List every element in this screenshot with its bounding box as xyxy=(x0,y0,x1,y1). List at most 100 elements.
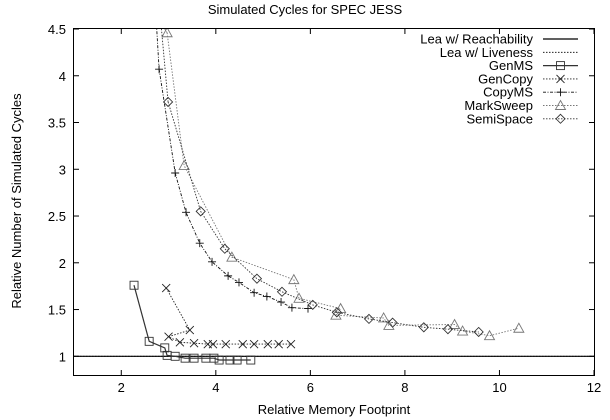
triangle-marker xyxy=(161,29,173,38)
square-marker xyxy=(556,61,565,71)
square-marker xyxy=(232,355,242,365)
diamond-marker xyxy=(195,206,206,217)
diamond-marker xyxy=(307,299,318,311)
square-marker xyxy=(214,355,224,365)
triangle-marker xyxy=(554,99,567,110)
legend-label: GenMS xyxy=(489,58,533,73)
diamond-marker xyxy=(555,113,566,124)
plus-marker xyxy=(224,271,233,280)
x-marker xyxy=(208,339,218,349)
triangle-marker xyxy=(377,312,390,323)
plus-marker xyxy=(262,292,271,301)
square-marker xyxy=(170,351,180,361)
chart-title: Simulated Cycles for SPEC JESS xyxy=(208,2,403,17)
diamond-marker xyxy=(162,96,174,108)
y-tick-label: 1.5 xyxy=(48,303,66,318)
series-tail xyxy=(161,28,169,102)
plus-marker xyxy=(304,304,312,313)
triangle-marker xyxy=(383,319,395,330)
y-axis-label: Relative Number of Simulated Cycles xyxy=(9,93,24,309)
series-tail xyxy=(156,28,160,70)
plus-marker xyxy=(277,298,286,307)
triangle-marker xyxy=(226,251,238,262)
diamond-marker xyxy=(251,273,263,284)
x-marker xyxy=(238,339,248,349)
square-marker xyxy=(189,353,199,363)
series-copyms xyxy=(155,65,312,313)
x-marker xyxy=(175,337,185,347)
series-line xyxy=(133,285,251,361)
x-marker xyxy=(274,339,284,349)
triangle-marker xyxy=(513,322,525,333)
triangle-marker xyxy=(448,318,461,329)
series-semispace xyxy=(162,96,484,338)
triangle-marker xyxy=(483,329,496,341)
y-tick-label: 3 xyxy=(59,162,66,177)
x-marker xyxy=(185,325,195,335)
square-marker xyxy=(160,343,170,353)
y-tick-label: 1 xyxy=(59,349,66,364)
square-marker xyxy=(180,353,190,363)
square-marker xyxy=(246,355,256,365)
x-marker xyxy=(189,338,199,348)
series-marksweep xyxy=(161,29,525,341)
plus-marker xyxy=(195,239,204,248)
x-marker xyxy=(249,339,259,349)
diamond-marker xyxy=(387,317,398,328)
triangle-marker xyxy=(288,273,300,285)
x-axis-label: Relative Memory Footprint xyxy=(258,402,411,417)
plus-marker xyxy=(171,169,180,178)
series-line xyxy=(165,287,291,345)
series-genms xyxy=(129,280,256,365)
y-tick-label: 3.5 xyxy=(48,116,66,131)
diamond-marker xyxy=(418,322,429,333)
plus-marker xyxy=(287,303,296,312)
x-marker xyxy=(263,339,273,349)
diamond-marker xyxy=(473,326,484,338)
legend-label: SemiSpace xyxy=(467,111,533,126)
diamond-marker xyxy=(331,307,342,318)
series-line xyxy=(167,101,479,333)
series-line xyxy=(158,69,309,310)
legend-label: Lea w/ Reachability xyxy=(420,32,533,47)
plus-marker xyxy=(250,288,259,297)
y-tick-label: 4 xyxy=(59,69,66,84)
legend-label: CopyMS xyxy=(483,85,533,100)
plot-frame xyxy=(73,28,595,376)
y-tick-label: 2 xyxy=(59,256,66,271)
x-tick-label: 12 xyxy=(587,380,601,395)
diamond-marker xyxy=(276,286,288,297)
x-marker xyxy=(556,74,565,84)
x-marker xyxy=(286,339,296,349)
square-marker xyxy=(144,336,154,346)
diamond-marker xyxy=(363,313,375,325)
square-marker xyxy=(225,355,235,365)
plus-marker xyxy=(234,278,243,287)
y-tick-label: 2.5 xyxy=(48,209,66,224)
series-tail xyxy=(164,28,168,33)
x-tick-label: 4 xyxy=(212,380,219,395)
plus-marker xyxy=(182,208,191,217)
square-marker xyxy=(129,280,139,290)
x-tick-label: 6 xyxy=(307,380,314,395)
legend-label: GenCopy xyxy=(478,71,533,86)
diamond-marker xyxy=(219,243,230,254)
series-line xyxy=(166,32,519,337)
plus-marker xyxy=(556,88,565,97)
x-tick-label: 8 xyxy=(401,380,408,395)
x-marker xyxy=(221,339,231,349)
diamond-marker xyxy=(442,324,454,335)
x-tick-label: 2 xyxy=(118,380,125,395)
x-marker xyxy=(161,283,171,293)
legend-label: MarkSweep xyxy=(464,98,533,113)
square-marker xyxy=(209,353,219,363)
triangle-marker xyxy=(178,159,190,170)
y-tick-label: 4.5 xyxy=(48,22,66,37)
x-marker xyxy=(164,332,173,341)
legend-label: Lea w/ Liveness xyxy=(440,45,534,60)
triangle-marker xyxy=(330,309,342,320)
x-tick-label: 10 xyxy=(492,380,506,395)
plus-marker xyxy=(208,257,217,266)
